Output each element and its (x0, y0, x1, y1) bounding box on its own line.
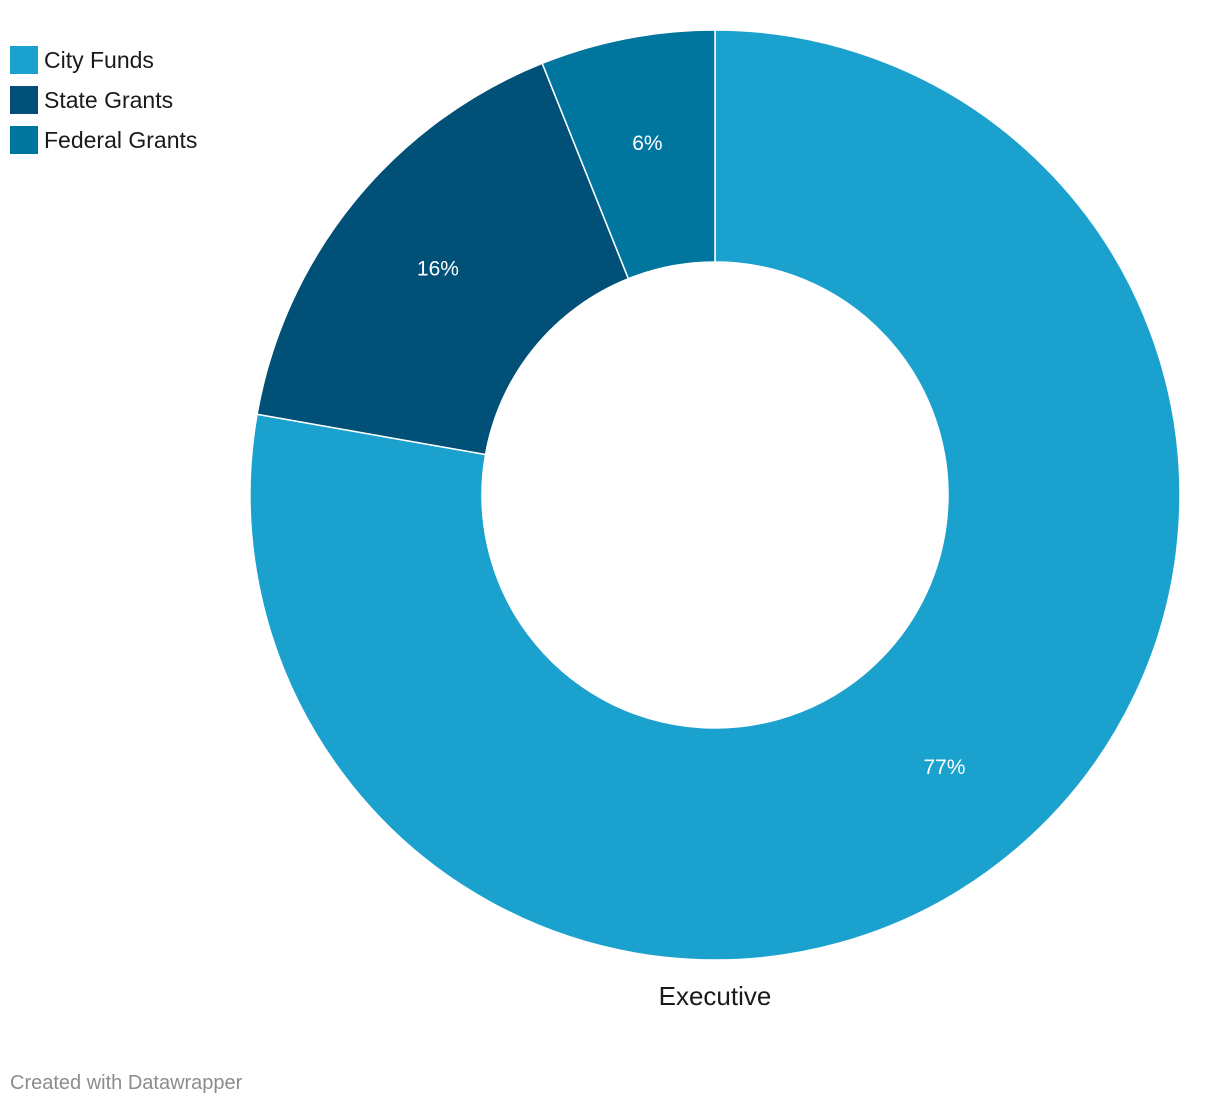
donut-slice-label-state-grants: 16% (417, 257, 459, 280)
donut-slice-labels: 77% 16% 6% (417, 132, 966, 779)
legend-swatch-federal-grants (10, 126, 38, 154)
donut-slice-federal-grants (541, 29, 716, 280)
donut-slice-city-funds (249, 29, 1181, 961)
donut-slices (249, 29, 1181, 961)
legend-label: State Grants (44, 86, 174, 113)
legend-swatch-city-funds (10, 46, 38, 74)
footer-credit: Created with Datawrapper (10, 1072, 243, 1094)
legend-item-state-grants: State Grants (10, 80, 197, 120)
legend-item-city-funds: City Funds (10, 40, 197, 80)
legend-label: Federal Grants (44, 126, 198, 153)
legend: City Funds State Grants Federal Grants (10, 40, 197, 160)
legend-item-federal-grants: Federal Grants (10, 120, 197, 160)
donut-slice-state-grants (256, 62, 630, 456)
donut-slice-label-city-funds: 77% (923, 756, 965, 779)
donut-slice-label-federal-grants: 6% (632, 132, 662, 155)
donut-group-label: Executive (659, 981, 772, 1011)
legend-swatch-state-grants (10, 86, 38, 114)
legend-label: City Funds (44, 46, 154, 73)
